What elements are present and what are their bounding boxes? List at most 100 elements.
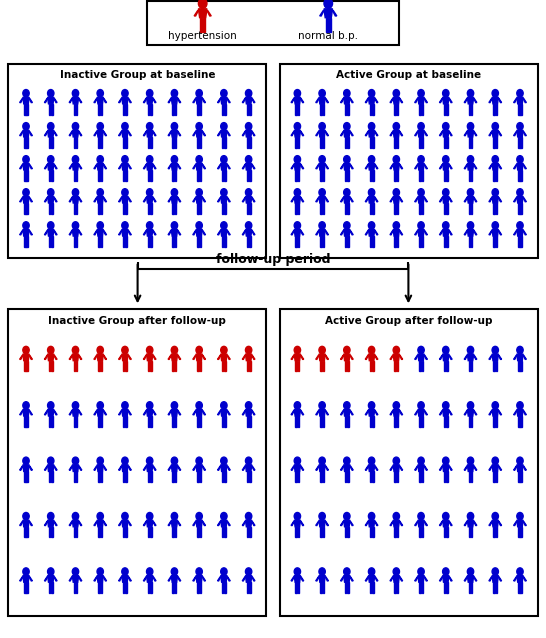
Polygon shape [397, 471, 398, 482]
Polygon shape [74, 137, 75, 147]
Polygon shape [217, 231, 221, 235]
Polygon shape [123, 203, 124, 214]
Circle shape [517, 156, 523, 163]
Polygon shape [200, 527, 201, 537]
Polygon shape [474, 131, 477, 136]
Polygon shape [69, 131, 72, 136]
Polygon shape [325, 165, 329, 168]
FancyBboxPatch shape [280, 64, 538, 258]
Polygon shape [489, 466, 492, 470]
Polygon shape [316, 198, 319, 202]
Circle shape [171, 457, 177, 464]
Polygon shape [54, 99, 57, 103]
Polygon shape [94, 521, 97, 526]
Polygon shape [467, 230, 474, 236]
Polygon shape [343, 163, 350, 170]
Polygon shape [394, 203, 396, 214]
Polygon shape [247, 416, 248, 427]
Circle shape [23, 156, 29, 163]
Polygon shape [350, 231, 353, 235]
Polygon shape [390, 231, 393, 235]
Polygon shape [128, 411, 132, 415]
Polygon shape [397, 582, 398, 593]
Polygon shape [246, 230, 252, 236]
Polygon shape [100, 203, 102, 214]
Polygon shape [143, 99, 146, 103]
Polygon shape [325, 521, 329, 526]
Polygon shape [49, 471, 50, 482]
Polygon shape [247, 236, 248, 247]
Polygon shape [98, 170, 100, 181]
Polygon shape [394, 416, 396, 427]
Polygon shape [419, 416, 420, 427]
Polygon shape [23, 410, 29, 416]
Polygon shape [422, 360, 423, 371]
Polygon shape [517, 163, 523, 170]
Polygon shape [449, 99, 452, 103]
Polygon shape [128, 198, 132, 202]
Polygon shape [97, 197, 103, 203]
Polygon shape [496, 170, 497, 181]
Circle shape [122, 122, 128, 130]
Polygon shape [464, 466, 467, 470]
Polygon shape [252, 165, 255, 168]
Polygon shape [294, 354, 300, 360]
Circle shape [294, 156, 300, 163]
Polygon shape [517, 197, 523, 203]
Polygon shape [222, 104, 223, 115]
Circle shape [146, 156, 153, 163]
Polygon shape [246, 575, 252, 582]
Polygon shape [146, 230, 153, 236]
Circle shape [72, 512, 79, 520]
Circle shape [294, 122, 300, 130]
Polygon shape [300, 198, 304, 202]
Polygon shape [203, 411, 205, 415]
Polygon shape [443, 410, 449, 416]
Polygon shape [350, 466, 353, 470]
Circle shape [221, 512, 227, 520]
Circle shape [467, 89, 474, 97]
Polygon shape [76, 527, 78, 537]
Polygon shape [347, 137, 349, 147]
Polygon shape [291, 355, 294, 359]
Polygon shape [520, 137, 522, 147]
Polygon shape [489, 355, 492, 359]
Polygon shape [298, 236, 299, 247]
FancyBboxPatch shape [8, 309, 266, 616]
Polygon shape [350, 355, 353, 359]
Polygon shape [175, 104, 176, 115]
Polygon shape [418, 575, 424, 582]
Polygon shape [496, 360, 497, 371]
Polygon shape [171, 230, 177, 236]
Polygon shape [365, 577, 369, 581]
Polygon shape [320, 527, 322, 537]
Polygon shape [347, 527, 349, 537]
Polygon shape [69, 577, 72, 581]
Circle shape [48, 568, 54, 575]
Polygon shape [128, 231, 132, 235]
Circle shape [319, 89, 325, 97]
Polygon shape [242, 198, 246, 202]
Circle shape [319, 402, 325, 409]
Polygon shape [494, 203, 495, 214]
Polygon shape [440, 231, 443, 235]
Polygon shape [74, 416, 75, 427]
Polygon shape [489, 131, 492, 136]
Polygon shape [193, 577, 196, 581]
Polygon shape [375, 165, 378, 168]
Polygon shape [316, 466, 319, 470]
Polygon shape [394, 360, 396, 371]
Polygon shape [468, 170, 470, 181]
Circle shape [517, 189, 523, 196]
Polygon shape [227, 355, 230, 359]
Circle shape [294, 457, 300, 464]
Polygon shape [175, 236, 176, 247]
Circle shape [97, 222, 103, 229]
Polygon shape [196, 575, 203, 582]
Polygon shape [390, 577, 393, 581]
Polygon shape [24, 416, 26, 427]
Polygon shape [372, 104, 373, 115]
Polygon shape [369, 130, 375, 137]
Circle shape [517, 122, 523, 130]
Circle shape [343, 346, 350, 354]
